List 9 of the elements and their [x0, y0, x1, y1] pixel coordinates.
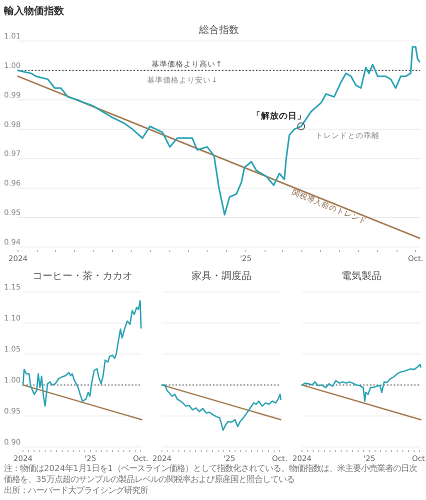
annotation: 「解放の日」 — [252, 110, 306, 122]
text: 注：物価は2024年1月1日を1（ベースライン価格）として指数化されている。物価指数は、米主要小売業者の日次価格を、35万点超のサンプルの製品レベルの関税率および原産国と照合している — [4, 463, 418, 485]
chart-title: 電気製品 — [342, 270, 382, 282]
chart-title: コーヒー・茶・カカオ — [32, 270, 132, 282]
chart-title: 家具・調度品 — [192, 270, 252, 282]
annotation: 「解放の日」 — [252, 111, 306, 130]
chart-subtitle: 総合指数 — [198, 24, 239, 36]
chart-title: 輸入物価指数 — [3, 5, 65, 17]
text: 出所：ハーバード大プライシング研究所 — [4, 485, 149, 496]
